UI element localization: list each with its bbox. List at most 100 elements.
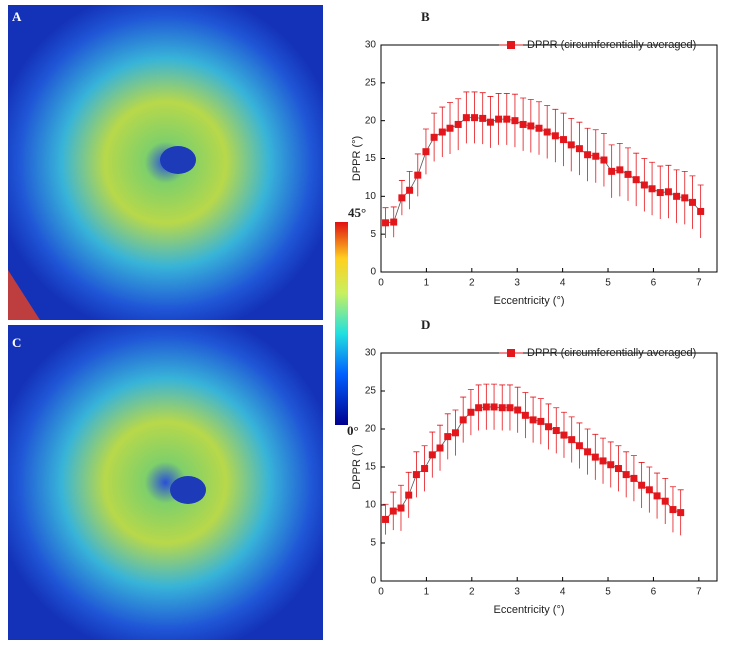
panel-letter: D — [421, 317, 430, 332]
artifact — [8, 270, 40, 320]
data-point — [537, 417, 545, 425]
data-point — [661, 497, 669, 505]
legend-label: DPPR (circumferentially averaged) — [527, 347, 696, 359]
data-point — [498, 404, 506, 412]
x-tick-label: 5 — [605, 587, 611, 598]
data-point — [681, 194, 689, 202]
data-point — [568, 436, 576, 444]
data-point — [527, 122, 535, 130]
y-tick-label: 0 — [370, 267, 376, 278]
data-point — [607, 461, 615, 469]
series-line — [385, 117, 701, 224]
data-point — [486, 118, 494, 126]
legend-label: DPPR (circumferentially averaged) — [527, 39, 696, 51]
data-point — [405, 491, 413, 499]
data-point — [495, 115, 503, 123]
x-axis-label: Eccentricity (°) — [493, 295, 564, 307]
data-point — [600, 156, 608, 164]
data-point — [543, 128, 551, 136]
colorbar — [335, 222, 348, 425]
x-tick-label: 1 — [424, 587, 430, 598]
colorbar-max: 45° — [348, 205, 366, 220]
y-tick-label: 20 — [365, 424, 377, 435]
y-tick-label: 20 — [365, 115, 377, 126]
data-point — [519, 120, 527, 128]
data-point — [382, 219, 390, 227]
data-point — [638, 481, 646, 489]
data-point — [535, 124, 543, 132]
data-point — [591, 453, 599, 461]
data-point — [511, 117, 519, 125]
y-tick-label: 15 — [365, 462, 377, 473]
y-tick-label: 0 — [370, 576, 376, 587]
data-point — [653, 492, 661, 500]
data-point — [503, 115, 511, 123]
y-tick-label: 5 — [370, 538, 376, 549]
data-point — [677, 509, 685, 517]
y-tick-label: 30 — [365, 348, 377, 359]
x-tick-label: 1 — [424, 278, 430, 289]
data-point — [446, 124, 454, 132]
x-tick-label: 3 — [514, 587, 520, 598]
data-point — [630, 474, 638, 482]
data-point — [514, 406, 522, 414]
data-point — [529, 416, 537, 424]
data-point — [390, 218, 398, 226]
data-point — [664, 188, 672, 196]
data-point — [422, 148, 430, 156]
legend-marker — [507, 41, 515, 49]
y-tick-label: 10 — [365, 191, 377, 202]
x-tick-label: 6 — [651, 278, 657, 289]
data-point — [451, 429, 459, 437]
data-point — [624, 170, 632, 178]
data-point — [490, 403, 498, 411]
data-point — [584, 151, 592, 159]
data-point — [551, 132, 559, 140]
x-tick-label: 5 — [605, 278, 611, 289]
x-tick-label: 0 — [378, 587, 384, 598]
y-tick-label: 10 — [365, 500, 377, 511]
x-tick-label: 2 — [469, 587, 475, 598]
data-point — [454, 120, 462, 128]
data-point — [521, 411, 529, 419]
plot-frame — [380, 352, 718, 582]
data-point — [567, 141, 575, 149]
y-tick-label: 30 — [365, 40, 377, 51]
data-point — [592, 152, 600, 160]
x-tick-label: 2 — [469, 278, 475, 289]
x-tick-label: 6 — [651, 587, 657, 598]
data-point — [552, 427, 560, 435]
data-point — [673, 192, 681, 200]
data-point — [632, 176, 640, 184]
data-point — [697, 207, 705, 215]
data-point — [545, 423, 553, 431]
data-point — [475, 404, 483, 412]
x-tick-label: 4 — [560, 587, 566, 598]
data-point — [616, 166, 624, 174]
x-tick-label: 7 — [696, 587, 702, 598]
data-point — [599, 457, 607, 465]
y-axis-label: DPPR (°) — [351, 136, 363, 181]
data-point — [648, 185, 656, 193]
data-point — [622, 471, 630, 479]
data-point — [645, 486, 653, 494]
panel-letter: A — [12, 9, 22, 24]
x-tick-label: 0 — [378, 278, 384, 289]
panel-letter: B — [421, 9, 430, 24]
x-tick-label: 3 — [514, 278, 520, 289]
data-point — [462, 114, 470, 122]
data-point — [506, 404, 514, 412]
heatmap-c — [8, 325, 323, 640]
data-point — [640, 181, 648, 189]
fovea — [160, 146, 196, 174]
y-axis-label: DPPR (°) — [351, 444, 363, 489]
data-point — [428, 451, 436, 459]
data-point — [444, 433, 452, 441]
data-point — [436, 444, 444, 452]
plot-frame — [380, 44, 718, 273]
data-point — [614, 465, 622, 473]
data-point — [656, 189, 664, 197]
data-point — [575, 442, 583, 450]
